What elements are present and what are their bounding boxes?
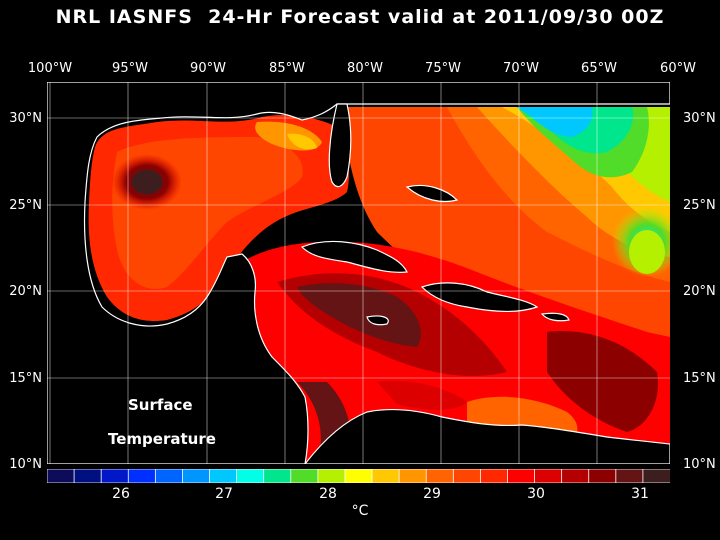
lat-label-left-25n: 25°N <box>9 198 42 213</box>
colorbar <box>47 469 670 483</box>
colorbar-swatch <box>561 469 590 483</box>
lat-label-right-15n: 15°N <box>683 371 716 386</box>
colorbar-tick-29: 29 <box>423 486 441 502</box>
lat-label-left-10n: 10°N <box>9 457 42 472</box>
colorbar-swatch <box>344 469 373 483</box>
colorbar-tick-28: 28 <box>319 486 337 502</box>
lon-label-85w: 85°W <box>269 61 305 76</box>
colorbar-tick-27: 27 <box>215 486 233 502</box>
lon-label-75w: 75°W <box>425 61 461 76</box>
lat-lon-grid <box>47 82 670 464</box>
lat-label-right-20n: 20°N <box>683 284 716 299</box>
colorbar-swatch <box>127 469 157 483</box>
lon-label-70w: 70°W <box>503 61 539 76</box>
lon-label-80w: 80°W <box>347 61 383 76</box>
colorbar-swatch <box>47 469 75 483</box>
colorbar-unit: °C <box>351 503 369 519</box>
lat-label-right-30n: 30°N <box>683 111 716 126</box>
colorbar-swatch <box>73 469 103 483</box>
colorbar-swatch <box>236 469 265 483</box>
colorbar-swatch <box>100 469 130 483</box>
colorbar-swatch <box>182 469 211 483</box>
caption-surface: Surface <box>128 396 193 414</box>
colorbar-swatch <box>209 469 238 483</box>
caption-temperature: Temperature <box>108 430 216 448</box>
colorbar-swatch <box>507 469 536 483</box>
lon-label-60w: 60°W <box>660 61 696 76</box>
gulf-of-mexico-sst <box>88 115 349 322</box>
lon-label-100w: 100°W <box>27 61 73 76</box>
colorbar-swatch <box>642 469 670 483</box>
colorbar-swatch <box>425 469 455 483</box>
colorbar-swatch <box>615 469 644 483</box>
lon-label-95w: 95°W <box>112 61 148 76</box>
lon-label-90w: 90°W <box>190 61 226 76</box>
atlantic-sst <box>342 107 670 372</box>
caribbean-sst <box>222 241 670 464</box>
colorbar-tick-26: 26 <box>112 486 130 502</box>
colorbar-swatch <box>398 469 428 483</box>
colorbar-swatch <box>317 469 346 483</box>
lat-label-left-30n: 30°N <box>9 111 42 126</box>
colorbar-swatch <box>452 469 482 483</box>
lon-label-65w: 65°W <box>581 61 617 76</box>
colorbar-swatch <box>371 469 401 483</box>
map-title: NRL IASNFS 24-Hr Forecast valid at 2011/… <box>55 6 665 28</box>
lat-label-right-25n: 25°N <box>683 198 716 213</box>
land-masses <box>47 82 670 464</box>
colorbar-swatch <box>534 469 563 483</box>
colorbar-swatch <box>263 469 292 483</box>
colorbar-swatch <box>154 469 184 483</box>
colorbar-tick-30: 30 <box>527 486 545 502</box>
colorbar-swatch <box>588 469 617 483</box>
colorbar-swatch <box>479 469 509 483</box>
colorbar-tick-31: 31 <box>631 486 649 502</box>
sst-map <box>47 82 670 464</box>
lat-label-left-20n: 20°N <box>9 284 42 299</box>
lat-label-right-10n: 10°N <box>683 457 716 472</box>
lat-label-left-15n: 15°N <box>9 371 42 386</box>
colorbar-swatch <box>290 469 319 483</box>
